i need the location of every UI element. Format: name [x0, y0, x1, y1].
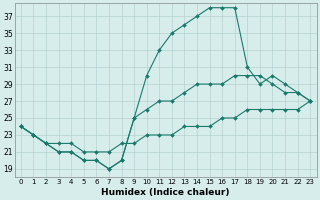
X-axis label: Humidex (Indice chaleur): Humidex (Indice chaleur)	[101, 188, 230, 197]
